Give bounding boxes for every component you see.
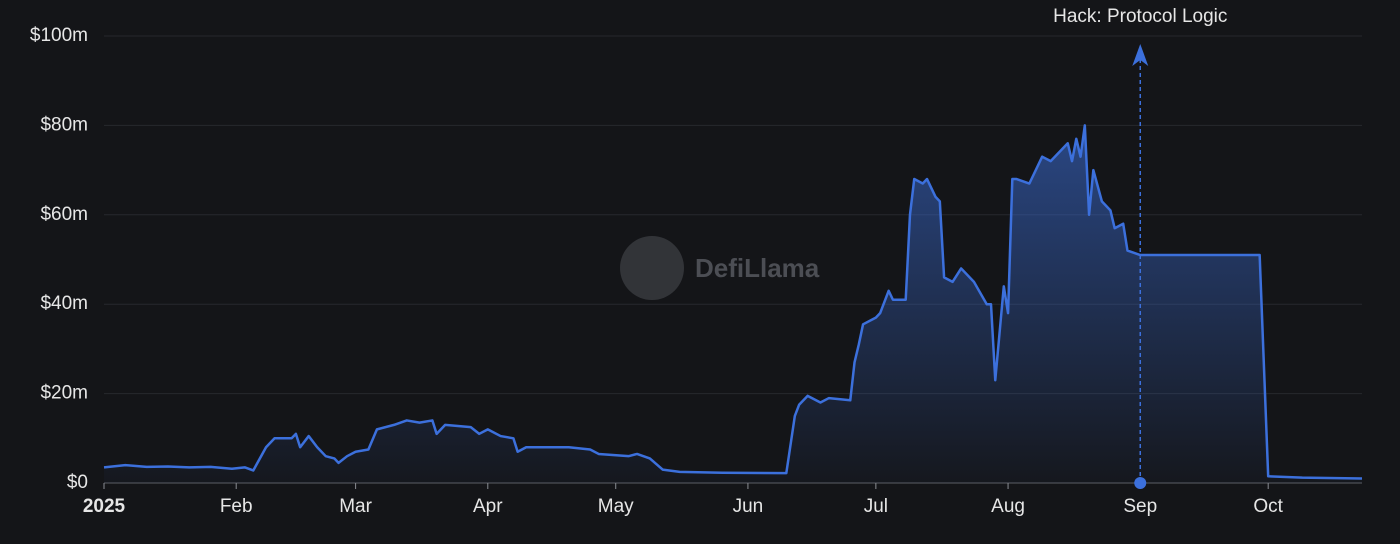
x-tick-label: 2025 [83, 496, 126, 517]
annotation-arrow [1132, 44, 1149, 66]
y-tick-label: $0 [67, 472, 88, 493]
annotation-dot [1134, 477, 1147, 489]
tvl-line [103, 124, 1363, 480]
x-tick-label: Sep [1123, 496, 1157, 517]
area-fill [104, 125, 1362, 484]
x-tick-label: Feb [220, 496, 253, 517]
x-tick-label: Aug [991, 496, 1025, 517]
watermark-logo [620, 236, 684, 300]
y-tick-label: $100m [30, 25, 88, 46]
watermark-text: DefiLlama [695, 253, 820, 283]
watermark: DefiLlama [620, 236, 820, 300]
y-tick-label: $80m [40, 114, 88, 135]
x-tick-label: Jun [733, 496, 764, 517]
x-tick-label: Mar [339, 496, 372, 517]
y-tick-label: $40m [40, 293, 88, 314]
x-tick-label: Apr [473, 496, 503, 517]
y-tick-label: $20m [40, 383, 88, 404]
annotation-label: Hack: Protocol Logic [1053, 6, 1227, 27]
y-tick-label: $60m [40, 204, 88, 225]
x-tick-label: Jul [864, 496, 888, 517]
x-tick-label: May [598, 496, 634, 517]
x-tick-label: Oct [1253, 496, 1283, 517]
